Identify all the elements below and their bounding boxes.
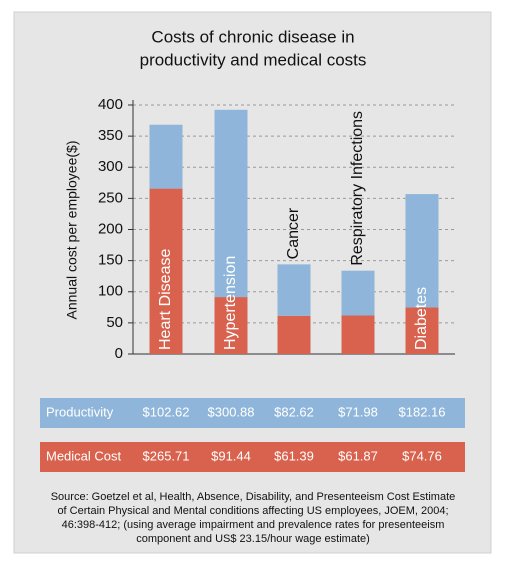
source-note: component and US$ 23.15/hour wage estima… [136,533,370,545]
value-label: $300.88 [208,404,255,419]
bar-segment [277,264,311,316]
chart-title: Costs of chronic disease in [151,27,354,46]
table-row [40,398,465,428]
value-label: $91.44 [211,448,251,463]
value-label: $102.62 [143,404,190,419]
row-label: Productivity [46,404,114,419]
y-tick-label: 350 [98,127,123,144]
source-note: of Certain Physical and Mental condition… [57,505,448,517]
y-tick-label: 200 [98,220,123,237]
bar-segment [277,315,311,354]
category-label: Heart Disease [157,249,174,350]
value-label: $74.76 [402,448,442,463]
value-label: $71.98 [338,404,378,419]
source-note: Source: Goetzel et al, Health, Absence, … [51,491,456,503]
value-label: $61.39 [274,448,314,463]
bar-segment [149,124,183,189]
y-tick-label: 400 [98,96,123,113]
bar-segment [405,194,439,308]
y-axis-label: Annual cost per employee($) [64,141,80,320]
category-label: Diabetes [413,287,430,350]
value-label: $265.71 [143,448,190,463]
bar-segment [341,315,375,354]
y-tick-label: 100 [98,283,123,300]
category-label: Hypertension [222,256,239,350]
y-tick-label: 250 [98,189,123,206]
y-tick-label: 50 [106,314,123,331]
row-label: Medical Cost [46,448,122,463]
value-label: $61.87 [338,448,378,463]
source-note: 46:398-412; (using average impairment an… [62,519,445,531]
chart-title: productivity and medical costs [140,50,367,69]
y-tick-label: 300 [98,158,123,175]
category-label: Respiratory Infections [349,111,366,266]
table-row [40,442,465,472]
category-label: Cancer [285,207,302,259]
value-label: $82.62 [274,404,314,419]
bar-segment [214,109,248,298]
bar-segment [405,307,439,354]
value-label: $182.16 [399,404,446,419]
bar-segment [341,270,375,316]
bar-segment [214,297,248,354]
y-tick-label: 150 [98,252,123,269]
y-tick-label: 0 [115,345,123,362]
bar-segment [149,188,183,354]
